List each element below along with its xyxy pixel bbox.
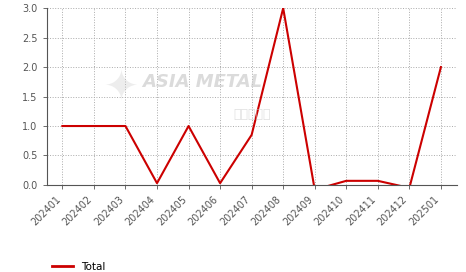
Text: ✦: ✦ [103, 67, 138, 109]
Text: ASIA METAL: ASIA METAL [143, 73, 262, 91]
Text: 亚洲金属网: 亚洲金属网 [233, 108, 270, 121]
Legend: Total: Total [52, 262, 105, 272]
